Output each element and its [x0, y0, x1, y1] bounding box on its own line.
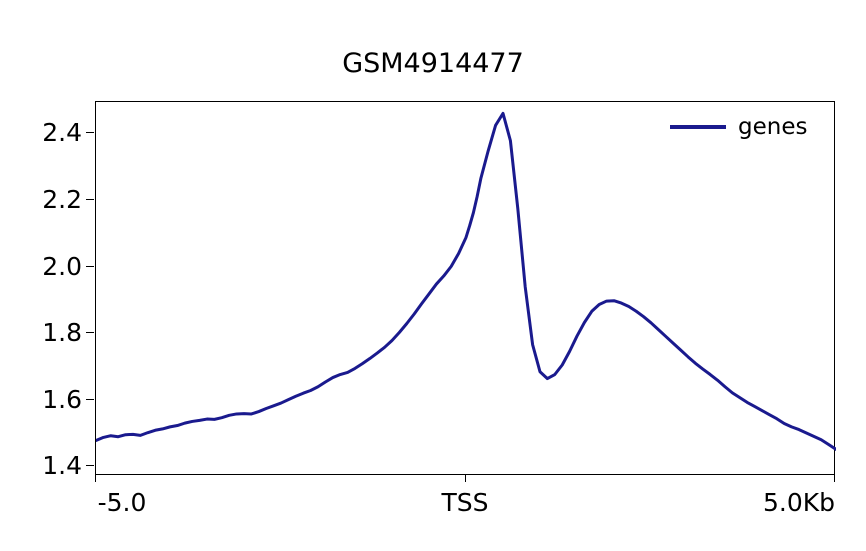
y-tick-mark-2.4 — [86, 132, 94, 133]
y-tick-label-2.0: 2.0 — [42, 252, 82, 281]
y-tick-label-2.2: 2.2 — [42, 185, 82, 214]
y-tick-label-2.4: 2.4 — [42, 118, 82, 147]
x-tick-mark-minus5 — [95, 474, 96, 482]
x-tick-mark-plus5 — [834, 474, 835, 482]
y-axis-tick-labels: 2.4 2.2 2.0 1.8 1.6 1.4 — [0, 0, 82, 551]
x-axis-tick-labels: -5.0 TSS 5.0Kb — [0, 489, 866, 529]
y-tick-label-1.6: 1.6 — [42, 385, 82, 414]
y-tick-mark-2.2 — [86, 199, 94, 200]
y-tick-mark-2.0 — [86, 266, 94, 267]
y-tick-mark-1.6 — [86, 399, 94, 400]
y-tick-mark-1.4 — [86, 465, 94, 466]
plot-area — [95, 101, 836, 475]
y-axis-tick-marks — [86, 0, 96, 551]
x-tick-label-minus5: -5.0 — [97, 488, 147, 517]
x-axis-tick-marks — [0, 474, 866, 484]
series-canvas — [96, 111, 836, 451]
line-series-genes — [96, 111, 836, 451]
y-tick-mark-1.8 — [86, 332, 94, 333]
y-tick-label-1.8: 1.8 — [42, 318, 82, 347]
x-tick-mark-tss — [465, 474, 466, 482]
legend-entry-genes: genes — [670, 110, 830, 144]
legend-line-swatch-genes — [670, 125, 726, 129]
chart-title: GSM4914477 — [342, 48, 524, 79]
legend: genes — [670, 110, 830, 144]
y-tick-label-1.4: 1.4 — [42, 451, 82, 480]
x-tick-label-plus5: 5.0Kb — [762, 488, 836, 517]
x-tick-label-tss: TSS — [441, 488, 489, 517]
legend-label-genes: genes — [738, 114, 808, 140]
